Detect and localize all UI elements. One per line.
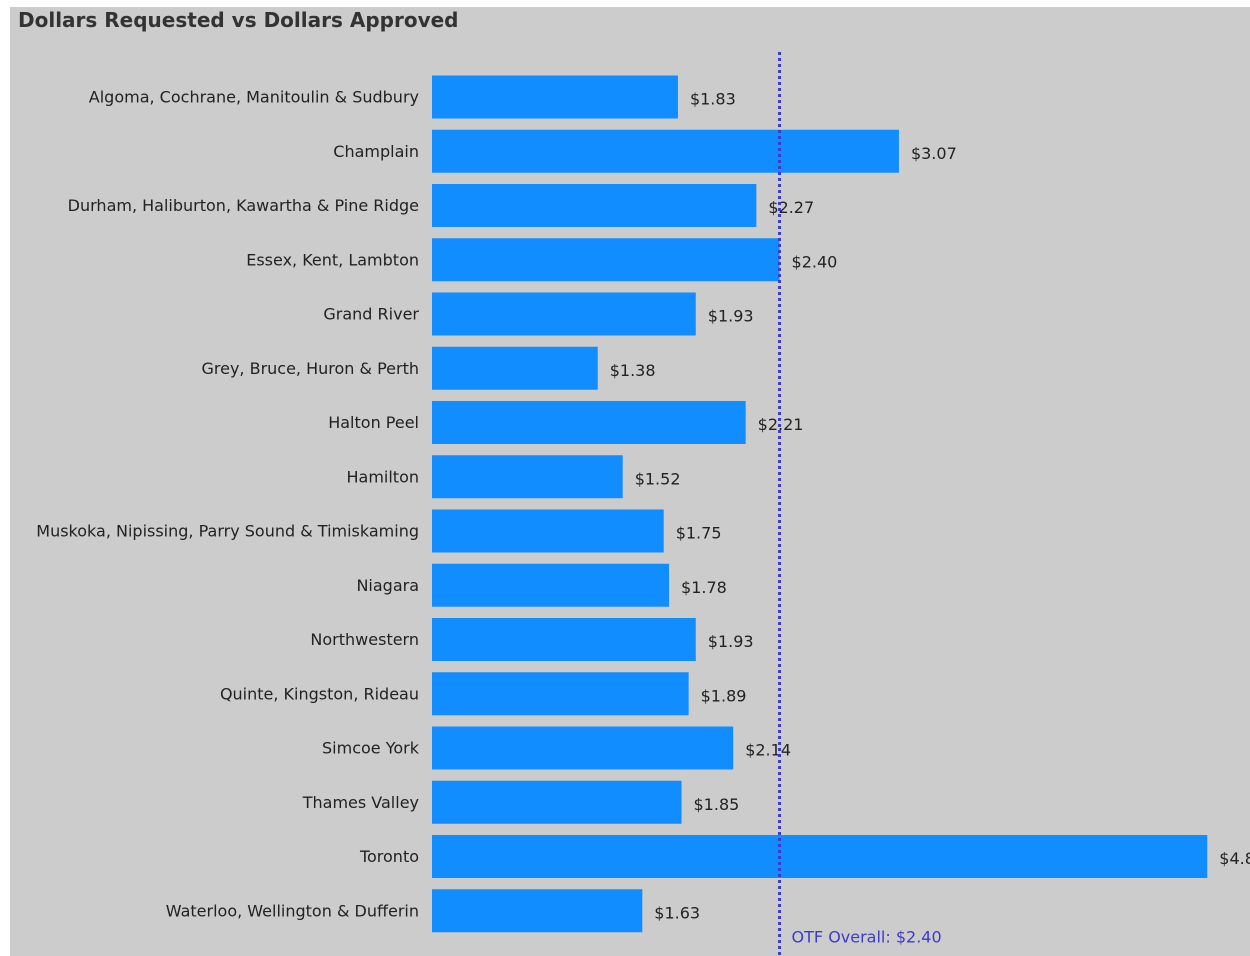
bar[interactable] bbox=[432, 726, 734, 770]
bar[interactable] bbox=[432, 835, 1208, 878]
bar[interactable] bbox=[432, 780, 682, 824]
data-label: $1.85 bbox=[694, 795, 740, 814]
category-label: Halton Peel bbox=[328, 413, 419, 432]
category-label: Hamilton bbox=[346, 467, 419, 486]
data-label: $1.52 bbox=[635, 469, 681, 488]
category-label: Champlain bbox=[333, 142, 419, 161]
data-label: $1.93 bbox=[708, 632, 754, 651]
category-label: Essex, Kent, Lambton bbox=[246, 250, 419, 269]
category-label: Quinte, Kingston, Rideau bbox=[220, 684, 419, 703]
category-label: Northwestern bbox=[310, 630, 419, 649]
bar[interactable] bbox=[432, 618, 696, 661]
bar[interactable] bbox=[432, 401, 746, 444]
data-label: $1.83 bbox=[690, 90, 736, 109]
category-label: Algoma, Cochrane, Manitoulin & Sudbury bbox=[89, 88, 419, 107]
data-label: $2.14 bbox=[745, 741, 791, 760]
category-label: Waterloo, Wellington & Dufferin bbox=[166, 901, 419, 920]
data-label: $1.63 bbox=[654, 903, 700, 922]
bar[interactable] bbox=[432, 563, 670, 607]
data-label: $1.78 bbox=[681, 578, 727, 597]
bar[interactable] bbox=[432, 75, 678, 119]
bar[interactable] bbox=[432, 509, 664, 553]
data-label: $1.89 bbox=[701, 686, 747, 705]
data-label: $1.75 bbox=[676, 524, 722, 543]
bar[interactable] bbox=[432, 889, 643, 933]
bar[interactable] bbox=[432, 455, 623, 499]
bar[interactable] bbox=[432, 238, 780, 282]
category-label: Simcoe York bbox=[322, 739, 420, 758]
bar[interactable] bbox=[432, 184, 757, 227]
category-label: Grey, Bruce, Huron & Perth bbox=[201, 359, 419, 378]
bar[interactable] bbox=[432, 672, 689, 716]
chart-title: Dollars Requested vs Dollars Approved bbox=[18, 8, 459, 32]
category-label: Muskoka, Nipissing, Parry Sound & Timisk… bbox=[36, 522, 419, 541]
bars-layer: Algoma, Cochrane, Manitoulin & Sudbury $1… bbox=[36, 75, 1250, 933]
reference-line-label: OTF Overall: $2.40 bbox=[792, 928, 942, 947]
category-label: Durham, Haliburton, Kawartha & Pine Ridg… bbox=[68, 196, 419, 215]
bar[interactable] bbox=[432, 129, 899, 173]
category-label: Thames Valley bbox=[302, 793, 419, 812]
reference-line-layer: OTF Overall: $2.40 bbox=[778, 52, 942, 956]
category-label: Niagara bbox=[356, 576, 419, 595]
category-label: Toronto bbox=[359, 847, 419, 866]
data-label: $4.80 bbox=[1219, 849, 1250, 868]
data-label: $2.27 bbox=[768, 198, 814, 217]
data-label: $1.38 bbox=[610, 361, 656, 380]
data-label: $3.07 bbox=[911, 144, 957, 163]
bar[interactable] bbox=[432, 346, 598, 390]
category-label: Grand River bbox=[323, 305, 419, 324]
data-label: $2.40 bbox=[792, 252, 838, 271]
bar[interactable] bbox=[432, 292, 696, 336]
data-label: $1.93 bbox=[708, 307, 754, 326]
